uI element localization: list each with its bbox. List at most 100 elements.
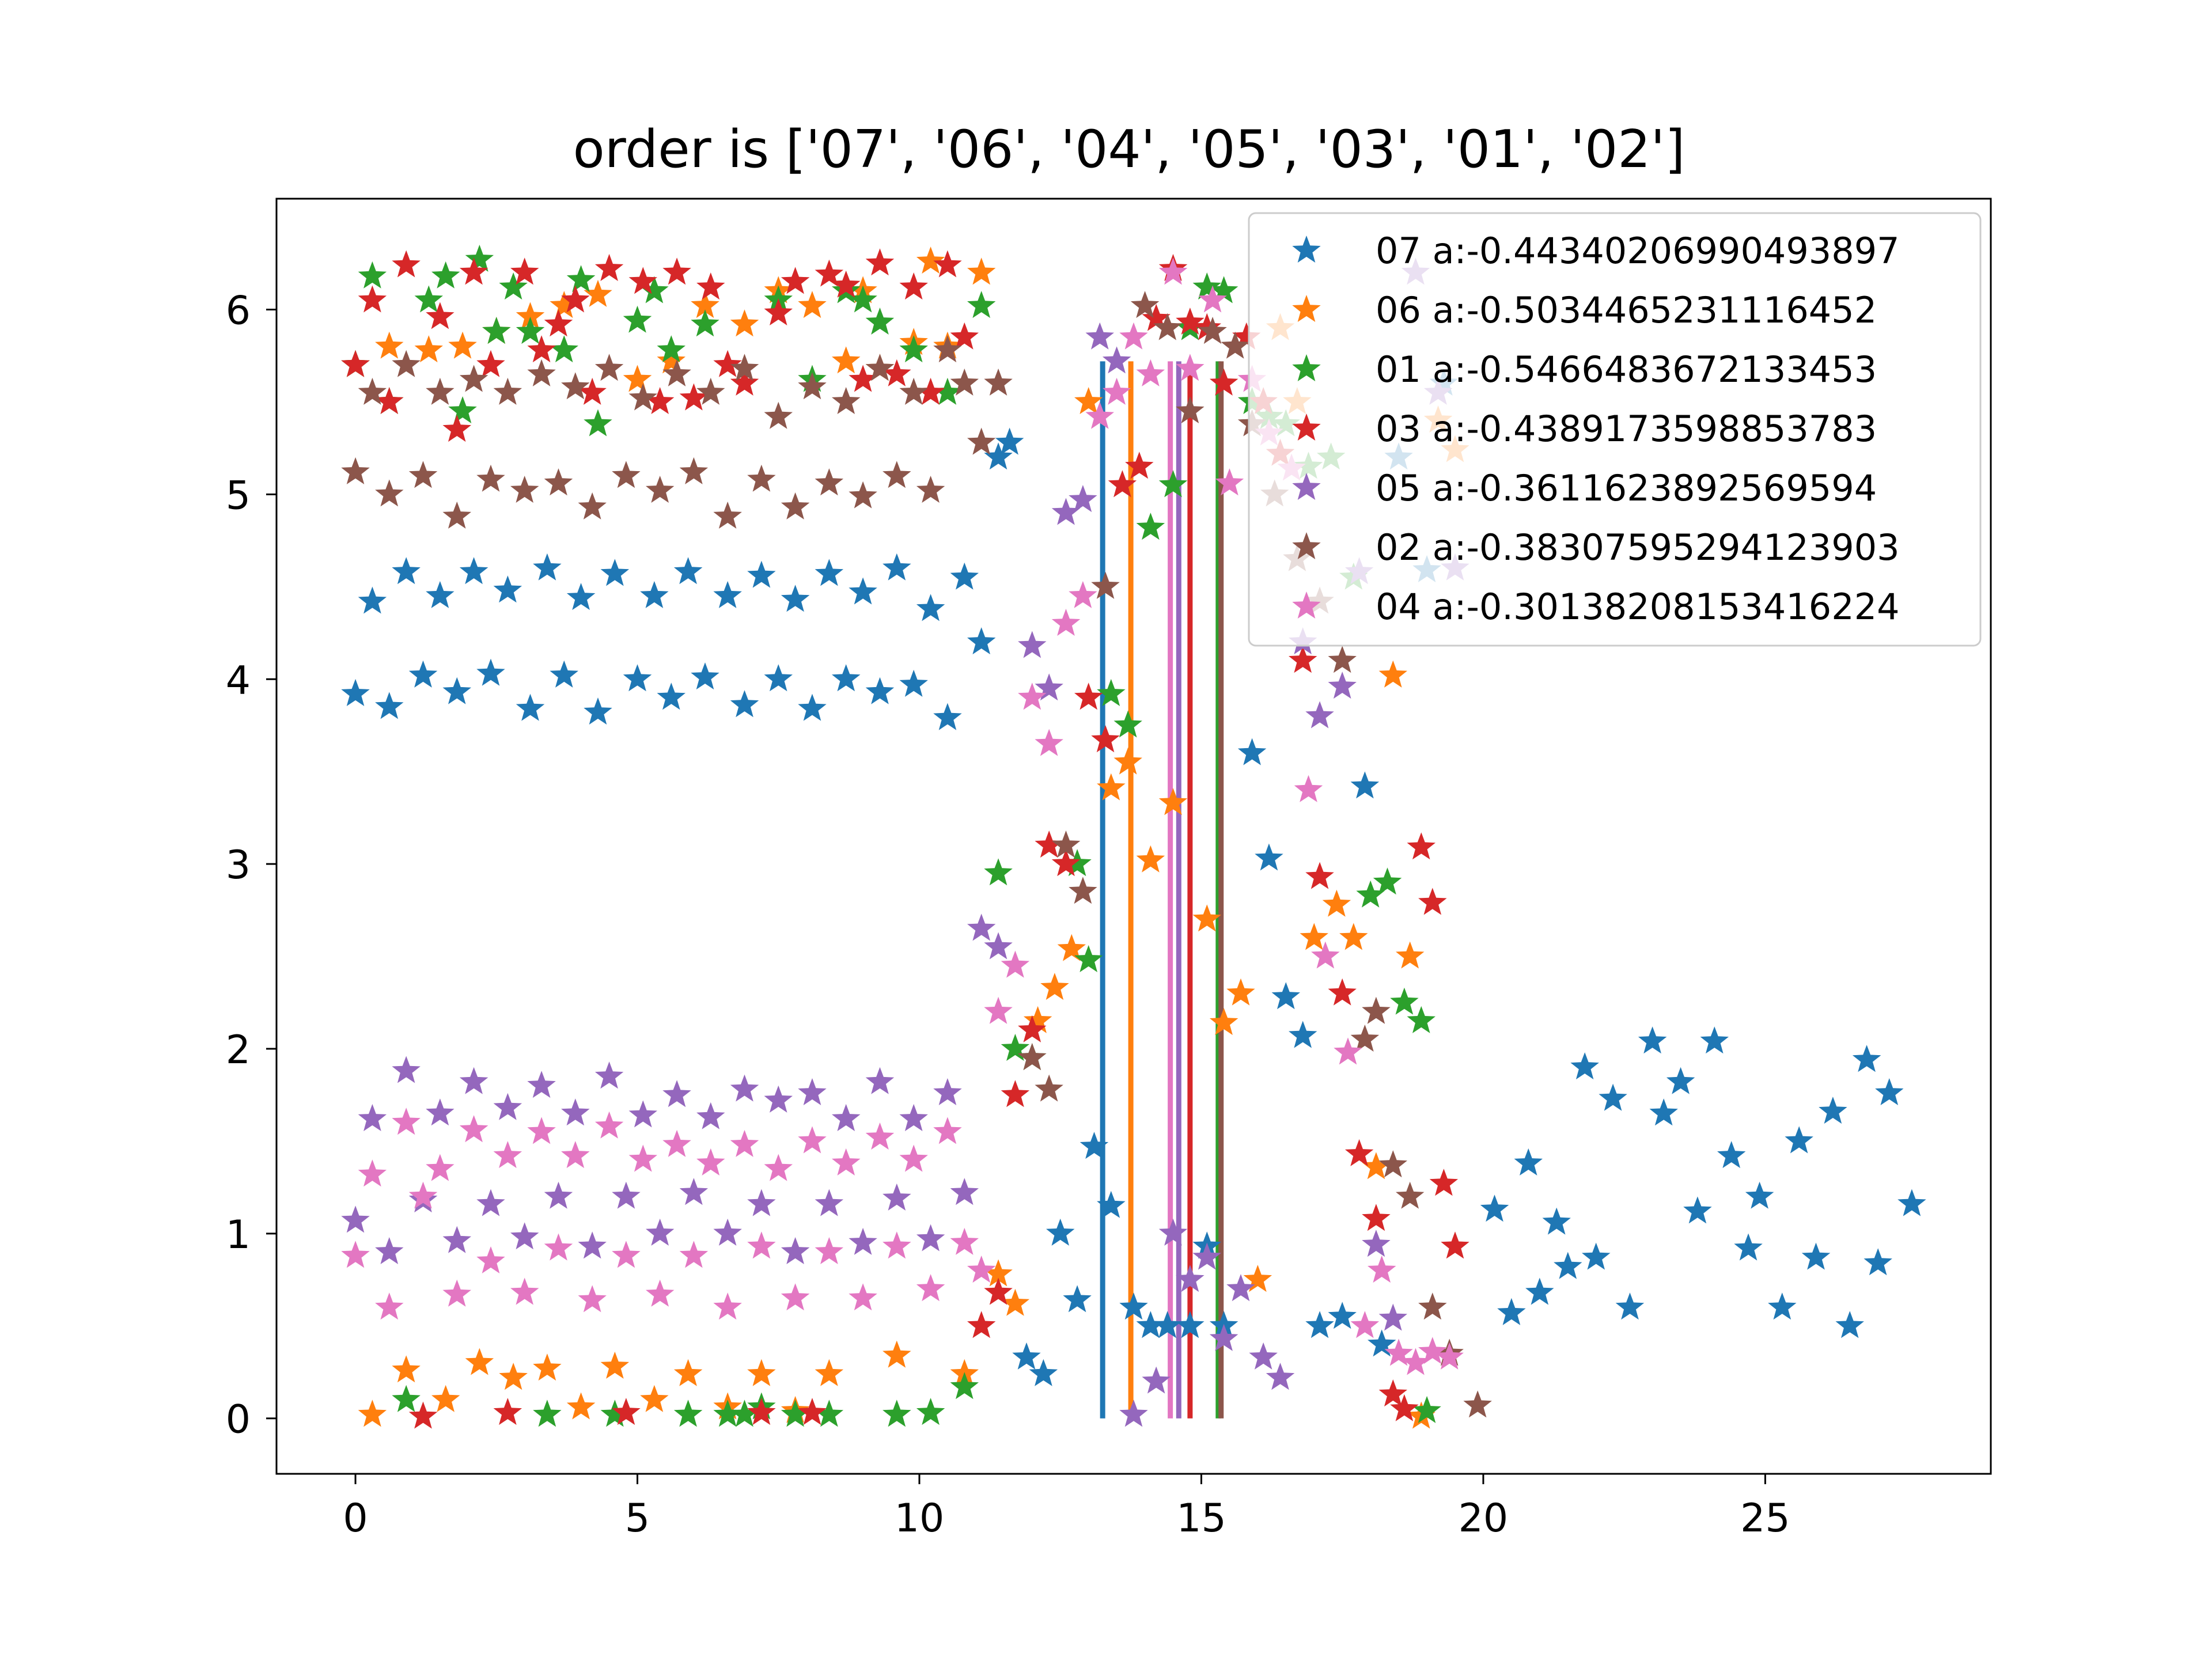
data-point — [600, 1400, 630, 1427]
data-point — [832, 664, 861, 692]
data-point — [375, 479, 404, 507]
data-point — [730, 309, 759, 337]
data-point — [849, 577, 877, 605]
data-point — [950, 1372, 979, 1400]
data-point — [1373, 867, 1402, 895]
data-point — [1745, 1181, 1774, 1209]
data-point — [408, 1401, 438, 1429]
data-point — [392, 1056, 421, 1083]
data-point — [1074, 387, 1103, 414]
data-point — [594, 354, 624, 381]
data-point — [1221, 331, 1249, 359]
data-point — [815, 1400, 844, 1427]
data-point — [781, 1283, 810, 1311]
data-point — [1069, 877, 1097, 904]
data-point — [510, 257, 539, 285]
data-point — [1057, 934, 1086, 961]
data-point — [1108, 470, 1137, 498]
data-point — [1418, 888, 1447, 915]
data-point — [1384, 1338, 1413, 1366]
data-point — [1418, 1292, 1447, 1320]
legend-label: 04 a:-0.30138208153416224 — [1376, 586, 1900, 628]
data-point — [1570, 1052, 1599, 1080]
data-point — [533, 1353, 562, 1381]
data-point — [493, 1093, 522, 1120]
data-point — [1322, 889, 1351, 917]
data-point — [933, 250, 962, 278]
data-point — [1717, 1141, 1746, 1169]
data-point — [612, 1398, 641, 1425]
x-tick-label: 10 — [895, 1496, 945, 1541]
data-point — [1158, 788, 1188, 816]
data-point — [426, 377, 454, 405]
data-point — [916, 1274, 945, 1302]
data-point — [1289, 1021, 1317, 1048]
data-point — [1018, 1015, 1047, 1042]
data-point — [1035, 1074, 1063, 1102]
legend-label: 07 a:-0.44340206990493897 — [1376, 230, 1900, 272]
data-point — [899, 335, 928, 363]
data-point — [414, 285, 443, 313]
data-point — [578, 492, 607, 519]
data-point — [730, 690, 759, 718]
y-tick-label: 2 — [226, 1027, 251, 1073]
data-point — [691, 309, 719, 337]
data-point — [764, 1154, 793, 1181]
data-point — [476, 1246, 505, 1273]
axes-frame — [275, 198, 1992, 1475]
data-point — [1069, 485, 1097, 513]
legend-label: 02 a:-0.38307595294123903 — [1376, 526, 1900, 568]
data-point — [657, 682, 685, 710]
data-point — [1700, 1026, 1729, 1054]
data-point — [493, 575, 522, 603]
data-point — [849, 481, 877, 509]
data-point — [832, 1148, 861, 1175]
data-point — [516, 317, 545, 344]
data-point — [392, 1355, 421, 1383]
data-point — [465, 1348, 494, 1375]
data-point — [510, 1277, 539, 1305]
data-point — [1525, 1277, 1554, 1305]
data-point — [882, 461, 911, 488]
data-point — [747, 1359, 776, 1386]
data-point — [933, 335, 962, 363]
legend-marker — [1292, 532, 1321, 559]
data-point — [527, 1071, 556, 1098]
data-point — [713, 1292, 742, 1320]
data-point — [465, 244, 494, 272]
y-tick-label: 5 — [226, 473, 251, 518]
data-point — [865, 1067, 895, 1094]
data-point — [600, 559, 630, 586]
data-point — [482, 317, 511, 344]
data-point — [865, 248, 895, 276]
data-point — [673, 1400, 703, 1427]
data-point — [358, 1103, 387, 1131]
data-point — [747, 1231, 776, 1259]
data-point — [1396, 1181, 1425, 1209]
data-point — [408, 1181, 438, 1209]
data-point — [882, 1340, 911, 1368]
data-point — [341, 1205, 370, 1233]
data-point — [1074, 682, 1103, 710]
data-point — [691, 662, 719, 690]
data-point — [730, 1074, 759, 1102]
data-point — [984, 368, 1013, 396]
y-tick-label: 1 — [226, 1212, 251, 1258]
data-point — [798, 372, 827, 400]
data-point — [815, 259, 844, 287]
data-point — [584, 279, 612, 307]
data-point — [1412, 1395, 1441, 1423]
data-point — [1785, 1126, 1813, 1154]
data-point — [1362, 1230, 1391, 1257]
data-point — [764, 298, 793, 325]
data-point — [1401, 1348, 1430, 1375]
data-point — [442, 501, 471, 529]
data-point — [662, 1080, 691, 1108]
data-point — [984, 1277, 1013, 1305]
data-point — [442, 415, 471, 442]
data-point — [375, 387, 404, 414]
data-point — [662, 359, 691, 386]
data-point — [646, 387, 675, 414]
data-point — [713, 350, 742, 377]
data-point — [1734, 1233, 1763, 1261]
